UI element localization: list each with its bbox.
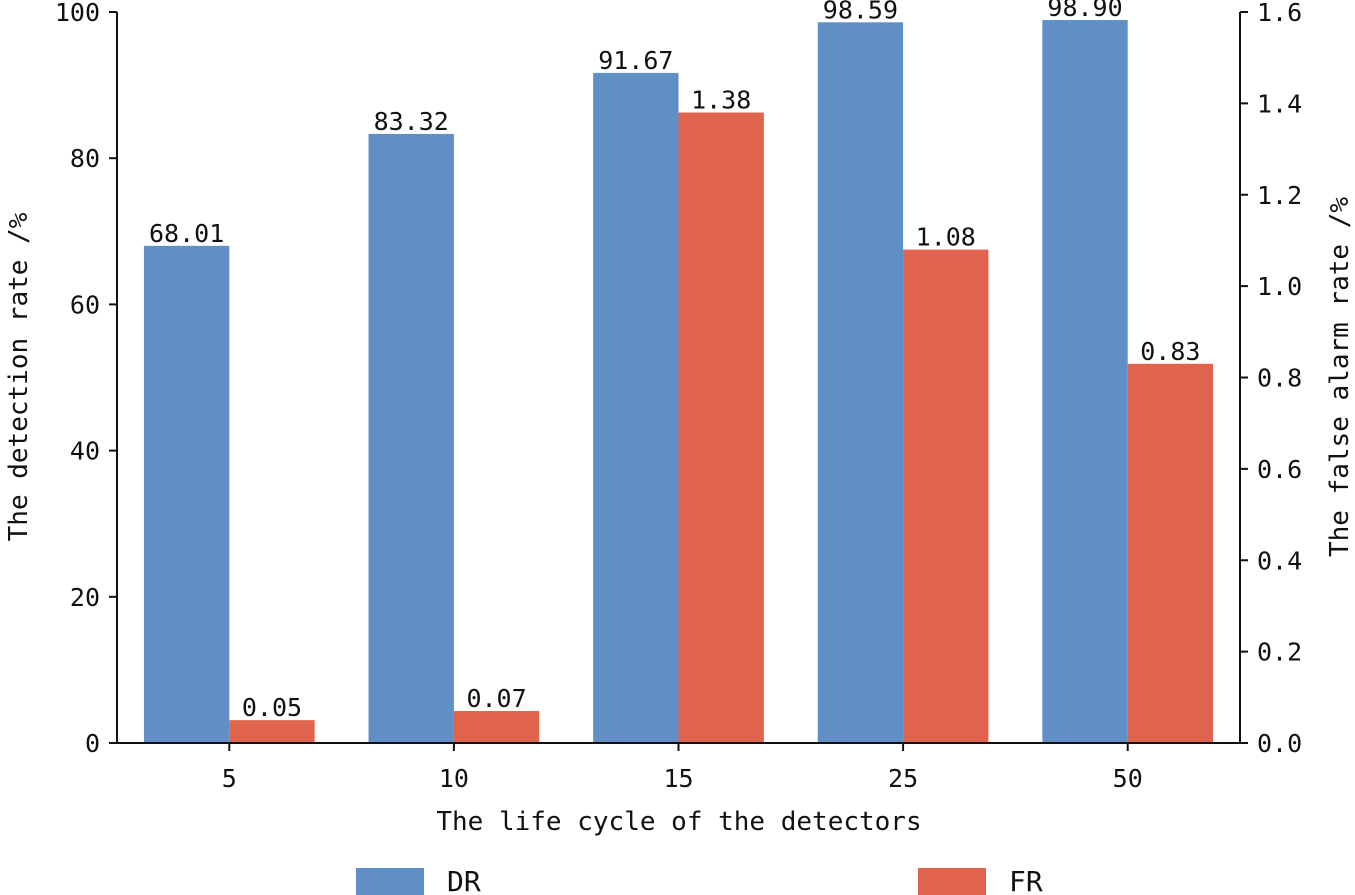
- bar-dr-15: [593, 72, 679, 743]
- left-y-tick-label-20: 20: [70, 583, 100, 612]
- x-axis-title: The life cycle of the detectors: [436, 807, 921, 837]
- right-y-axis-title: The false alarm rate /%: [1325, 197, 1355, 557]
- bar-fr-25: [903, 249, 989, 743]
- x-tick-label-10: 10: [439, 764, 469, 793]
- right-y-tick-label-1.6: 1.6: [1257, 0, 1302, 27]
- left-y-tick-label-0: 0: [85, 729, 100, 758]
- data-label-fr-25: 1.08: [916, 223, 976, 252]
- bar-dr-10: [368, 133, 454, 744]
- left-y-tick-label-80: 80: [70, 144, 100, 173]
- data-label-dr-10: 83.32: [374, 107, 449, 136]
- legend-label-dr: DR: [447, 865, 481, 895]
- x-tick-label-15: 15: [663, 764, 693, 793]
- left-y-tick-label-100: 100: [55, 0, 100, 27]
- data-label-dr-25: 98.59: [823, 0, 898, 24]
- right-y-tick-label-0.2: 0.2: [1257, 638, 1302, 667]
- bar-fr-50: [1127, 363, 1214, 743]
- x-tick-label-25: 25: [888, 764, 918, 793]
- bars-layer: [143, 20, 1214, 744]
- data-label-fr-15: 1.38: [691, 86, 751, 115]
- bar-dr-50: [1042, 20, 1128, 743]
- data-label-dr-15: 91.67: [598, 46, 673, 75]
- bar-dr-5: [143, 245, 230, 743]
- bar-fr-5: [229, 720, 315, 743]
- bar-fr-10: [453, 711, 540, 743]
- right-y-tick-label-1.4: 1.4: [1257, 89, 1302, 118]
- data-label-dr-5: 68.01: [149, 219, 224, 248]
- right-y-tick-label-0.6: 0.6: [1257, 455, 1302, 484]
- right-y-tick-label-1.2: 1.2: [1257, 181, 1302, 210]
- left-y-tick-label-60: 60: [70, 290, 100, 319]
- legend-swatch-fr: [918, 868, 986, 895]
- data-label-fr-50: 0.83: [1140, 337, 1200, 366]
- legend: DR FR: [356, 865, 1043, 895]
- data-label-fr-10: 0.07: [466, 684, 526, 713]
- x-tick-label-5: 5: [222, 764, 237, 793]
- data-labels-layer: 68.01 83.32 91.67 98.59 98.90 0.05 0.07 1.38 1.0…: [149, 0, 1200, 722]
- ticks-layer: 5 10 15 25 50 0 20 40 60 80 100 0.0 0.2 0.4 0.6 0.8 1.0 1…: [55, 0, 1302, 793]
- data-label-fr-5: 0.05: [242, 693, 302, 722]
- legend-label-fr: FR: [1009, 865, 1043, 895]
- right-y-tick-label-0.0: 0.0: [1257, 729, 1302, 758]
- right-y-tick-label-1.0: 1.0: [1257, 272, 1302, 301]
- legend-swatch-dr: [356, 868, 424, 895]
- x-tick-label-50: 50: [1113, 764, 1143, 793]
- left-y-tick-label-40: 40: [70, 437, 100, 466]
- right-y-tick-label-0.4: 0.4: [1257, 546, 1302, 575]
- bar-fr-15: [678, 112, 764, 743]
- left-y-axis-title: The detection rate /%: [4, 212, 34, 541]
- right-y-tick-label-0.8: 0.8: [1257, 364, 1302, 393]
- bar-dr-25: [817, 22, 904, 743]
- data-label-dr-50: 98.90: [1047, 0, 1122, 22]
